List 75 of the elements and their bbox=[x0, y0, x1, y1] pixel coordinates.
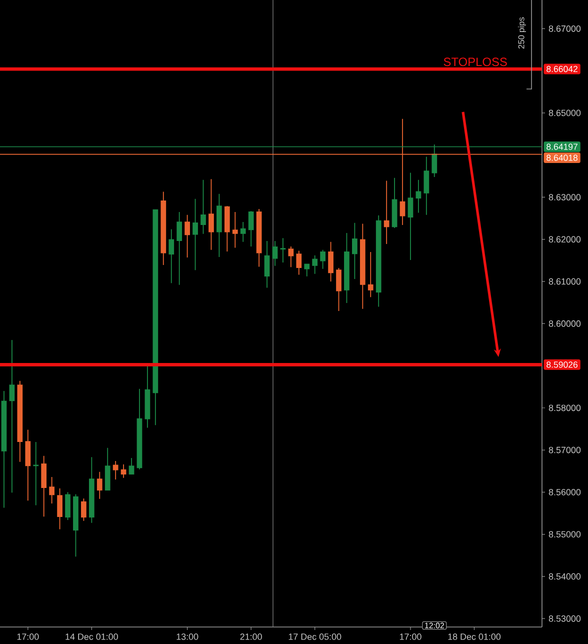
candlestick bbox=[81, 498, 86, 522]
candlestick bbox=[104, 447, 110, 491]
candlestick bbox=[184, 214, 190, 258]
candlestick bbox=[288, 246, 294, 268]
ref-line-label: 8.64197 bbox=[546, 144, 578, 150]
candlestick bbox=[120, 464, 126, 478]
candlestick bbox=[176, 211, 182, 286]
candlestick bbox=[408, 172, 414, 260]
candlestick bbox=[392, 177, 398, 228]
x-tick-label: 13:00 bbox=[176, 634, 198, 640]
candlestick bbox=[376, 214, 382, 308]
annotation: STOPLOSS bbox=[444, 58, 507, 66]
x-tick-label: 18 Dec 01:00 bbox=[448, 634, 501, 640]
candlestick bbox=[160, 191, 166, 266]
candlestick bbox=[96, 471, 102, 500]
candlestick bbox=[144, 364, 150, 428]
candlestick bbox=[1, 390, 7, 508]
candlestick bbox=[33, 442, 39, 506]
candlestick bbox=[25, 429, 31, 502]
candlestick bbox=[368, 252, 374, 298]
candlestick bbox=[17, 380, 23, 462]
candlestick bbox=[136, 388, 142, 470]
y-tick-label: 8.56000 bbox=[548, 488, 581, 496]
candlestick bbox=[336, 268, 342, 312]
candlestick bbox=[280, 238, 286, 263]
candlestick bbox=[264, 240, 270, 288]
annotation: 250 pips bbox=[518, 17, 526, 49]
y-tick-label: 8.58000 bbox=[548, 404, 581, 412]
y-tick-label: 8.67000 bbox=[548, 25, 581, 32]
candlestick bbox=[224, 206, 230, 252]
y-tick-label: 8.57000 bbox=[548, 446, 581, 454]
candlestick bbox=[9, 340, 15, 494]
candlestick bbox=[296, 250, 302, 276]
y-tick-label: 8.65000 bbox=[548, 110, 581, 116]
y-tick-label: 8.62000 bbox=[548, 236, 581, 243]
candlestick bbox=[112, 460, 118, 480]
candlestick bbox=[312, 254, 318, 274]
candlestick bbox=[232, 211, 238, 248]
y-tick-label: 8.53000 bbox=[548, 615, 581, 622]
y-tick-label: 8.61000 bbox=[548, 278, 581, 285]
ref-line-label: 8.64018 bbox=[546, 154, 578, 161]
candlestick bbox=[65, 492, 70, 520]
x-tick-label: 21:00 bbox=[240, 634, 262, 640]
x-tick-label: 14 Dec 01:00 bbox=[66, 634, 118, 640]
candlestick bbox=[256, 208, 262, 268]
candlestick bbox=[248, 210, 254, 247]
candlestick bbox=[41, 455, 47, 518]
candlestick bbox=[128, 458, 134, 474]
candlestick bbox=[216, 193, 222, 258]
y-tick-label: 8.63000 bbox=[548, 194, 581, 200]
candlestick bbox=[352, 222, 358, 280]
candlestick bbox=[360, 223, 366, 310]
candlestick bbox=[57, 488, 62, 530]
x-tick-label: 17:00 bbox=[17, 634, 39, 640]
x-tick-label: 17 Dec 05:00 bbox=[288, 634, 342, 640]
candlestick bbox=[344, 232, 350, 304]
candlestick bbox=[384, 180, 390, 244]
candlestick bbox=[49, 476, 54, 504]
candlestick bbox=[272, 240, 278, 266]
y-tick-label: 8.54000 bbox=[548, 573, 581, 580]
candlestick bbox=[320, 249, 326, 270]
candlestick bbox=[88, 456, 94, 524]
candlestick bbox=[424, 156, 430, 216]
candlestick bbox=[152, 209, 158, 426]
ref-line-label: 8.59026 bbox=[546, 362, 578, 368]
ref-line-label: 8.66042 bbox=[546, 66, 578, 72]
x-tick-label: 17:00 bbox=[400, 634, 422, 640]
candlestick bbox=[304, 264, 310, 277]
y-tick-label: 8.60000 bbox=[548, 320, 581, 327]
candlestick bbox=[73, 494, 78, 558]
candlestick bbox=[240, 222, 246, 242]
candlestick bbox=[168, 228, 174, 284]
candlestick bbox=[416, 179, 422, 214]
y-tick-label: 8.55000 bbox=[548, 531, 581, 538]
candlestick bbox=[328, 241, 334, 282]
